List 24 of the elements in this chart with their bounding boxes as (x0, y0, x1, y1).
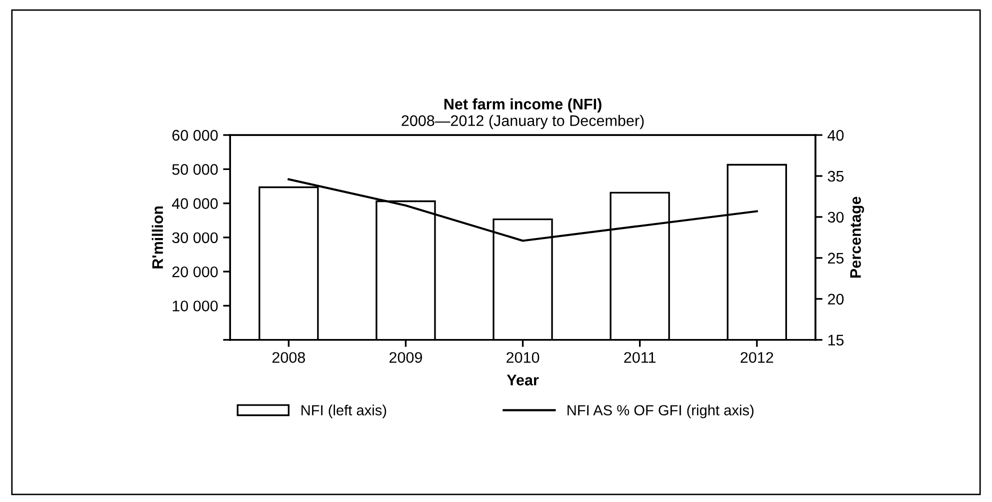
y-tick-label: 20 000 (172, 266, 218, 278)
y-tick-label: 10 000 (172, 300, 218, 312)
x-tick-label: 2008 (272, 352, 306, 363)
x-tick-label: 2009 (390, 352, 422, 363)
legend-label: NFI (left axis) (302, 404, 386, 418)
x-axis-title: Year (506, 374, 539, 386)
y2-tick-label: 40 (828, 130, 844, 141)
chart-title: Net farm income (NFI) (444, 98, 602, 113)
y2-tick-label: 25 (828, 252, 844, 264)
y2-tick-label: 35 (828, 170, 844, 182)
y2-tick-label: 20 (828, 294, 844, 305)
x-tick-label: 2012 (740, 352, 774, 363)
y2-tick-label: 15 (828, 334, 844, 346)
y2-tick-label: 30 (828, 212, 844, 223)
y-tick-label: 50 000 (172, 164, 218, 175)
y-tick-label: 40 000 (172, 198, 218, 209)
chart-subtitle: 2008—2012 (January to December) (402, 114, 644, 130)
x-tick-label: 2010 (506, 352, 540, 363)
legend-label: NFI AS % OF GFI (right axis) (568, 404, 754, 418)
y-tick-label: 30 000 (172, 232, 218, 244)
x-tick-label: 2011 (624, 352, 656, 363)
y-axis-title: R'million (152, 206, 164, 268)
y2-axis-title: Percentage (850, 196, 864, 278)
y-tick-label: 60 000 (172, 130, 218, 141)
